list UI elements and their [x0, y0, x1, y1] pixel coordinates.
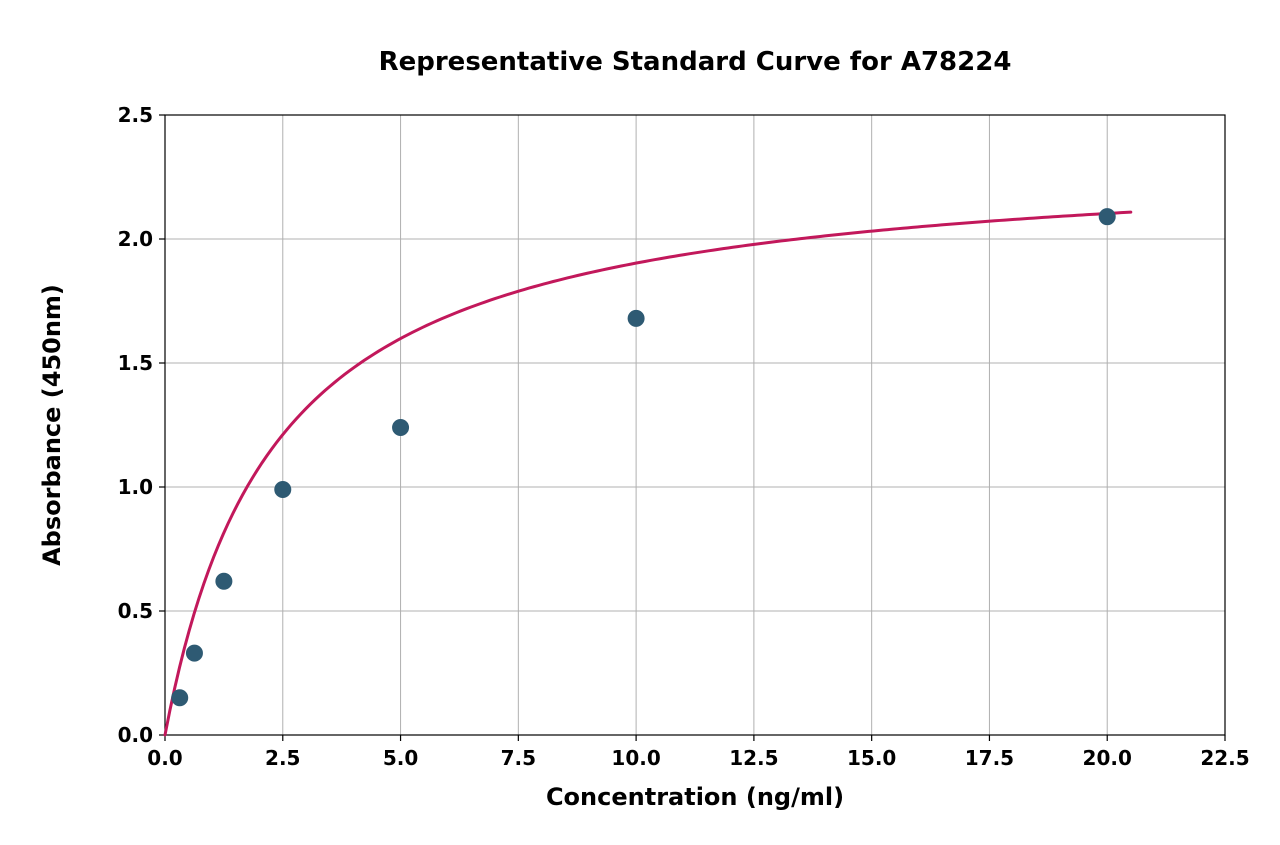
data-point: [186, 645, 202, 661]
x-tick-label: 2.5: [265, 746, 300, 770]
y-tick-label: 2.5: [118, 103, 153, 127]
y-tick-label: 1.0: [118, 475, 153, 499]
x-tick-label: 20.0: [1083, 746, 1132, 770]
x-tick-label: 5.0: [383, 746, 418, 770]
data-point: [275, 481, 291, 497]
x-tick-label: 15.0: [847, 746, 896, 770]
x-tick-label: 0.0: [147, 746, 182, 770]
y-tick-label: 2.0: [118, 227, 153, 251]
standard-curve-chart: 0.0 2.5 5.0 7.5 10.0 12.5 15.0 17.5 20.0 22.5 0.0 0…: [0, 0, 1280, 845]
chart-container: 0.0 2.5 5.0 7.5 10.0 12.5 15.0 17.5 20.0 22.5 0.0 0…: [0, 0, 1280, 845]
data-point: [172, 690, 188, 706]
data-point: [1099, 209, 1115, 225]
y-tick-label: 0.0: [118, 723, 153, 747]
data-point: [393, 419, 409, 435]
data-point: [216, 573, 232, 589]
x-axis-label: Concentration (ng/ml): [546, 783, 844, 811]
data-point: [628, 310, 644, 326]
y-tick-label: 0.5: [118, 599, 153, 623]
y-axis-label: Absorbance (450nm): [38, 284, 66, 566]
x-tick-label: 7.5: [501, 746, 536, 770]
x-tick-label: 10.0: [611, 746, 660, 770]
chart-background: [0, 0, 1280, 845]
chart-title: Representative Standard Curve for A78224: [379, 47, 1012, 77]
x-tick-label: 12.5: [729, 746, 778, 770]
x-tick-label: 22.5: [1200, 746, 1249, 770]
x-tick-label: 17.5: [965, 746, 1014, 770]
y-tick-label: 1.5: [118, 351, 153, 375]
